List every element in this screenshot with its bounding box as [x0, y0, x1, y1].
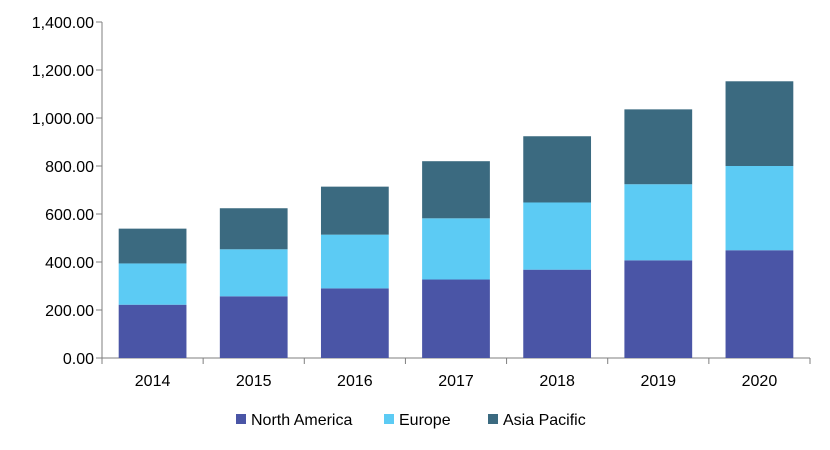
legend-label-europe: Europe: [399, 412, 451, 429]
bar-europe-2015: [219, 249, 288, 297]
x-tick-label: 2020: [742, 373, 778, 390]
x-tick-label: 2014: [135, 373, 171, 390]
y-tick-label: 1,000.00: [32, 111, 94, 128]
bar-north-america-2018: [523, 269, 592, 358]
bar-north-america-2019: [624, 260, 693, 358]
y-tick-label: 0.00: [63, 351, 94, 368]
y-tick-label: 1,400.00: [32, 15, 94, 32]
x-tick-label: 2016: [337, 373, 373, 390]
bar-north-america-2017: [422, 279, 490, 358]
x-tick-label: 2015: [236, 373, 272, 390]
bar-north-america-2014: [118, 304, 187, 358]
legend-swatch-north-america: [236, 414, 246, 424]
x-axis: 2014 2015 2016 2017 2018 2019 2020: [101, 357, 811, 390]
bar-asia-pacific-2018: [523, 136, 592, 203]
legend-swatch-asia-pacific: [488, 414, 498, 424]
y-tick-label: 1,200.00: [32, 63, 94, 80]
bar-north-america-2020: [725, 250, 794, 358]
bar-europe-2017: [422, 218, 490, 280]
bar-europe-2018: [523, 202, 592, 270]
bar-europe-2016: [320, 234, 389, 289]
bar-europe-2014: [118, 263, 187, 305]
legend-label-north-america: North America: [251, 412, 352, 429]
bar-asia-pacific-2015: [219, 208, 288, 250]
y-tick-label: 800.00: [45, 159, 94, 176]
bar-asia-pacific-2017: [422, 161, 490, 219]
bar-asia-pacific-2020: [725, 81, 794, 166]
x-tick-label: 2017: [438, 373, 474, 390]
y-tick-label: 600.00: [45, 207, 94, 224]
bar-north-america-2015: [219, 296, 288, 358]
y-tick-label: 200.00: [45, 303, 94, 320]
bar-asia-pacific-2014: [118, 228, 187, 264]
bar-asia-pacific-2019: [624, 109, 693, 185]
bar-europe-2019: [624, 184, 693, 261]
legend-swatch-europe: [384, 414, 394, 424]
legend: North America Europe Asia Pacific: [236, 412, 586, 429]
x-tick-label: 2018: [539, 373, 575, 390]
bar-asia-pacific-2016: [320, 186, 389, 235]
y-axis: 0.00 200.00 400.00 600.00 800.00 1,000.00 1,20…: [32, 15, 103, 368]
x-tick-label: 2019: [640, 373, 676, 390]
bars: [118, 81, 794, 358]
legend-label-asia-pacific: Asia Pacific: [503, 412, 586, 429]
bar-europe-2020: [725, 166, 794, 251]
bar-north-america-2016: [320, 288, 389, 358]
y-tick-label: 400.00: [45, 255, 94, 272]
